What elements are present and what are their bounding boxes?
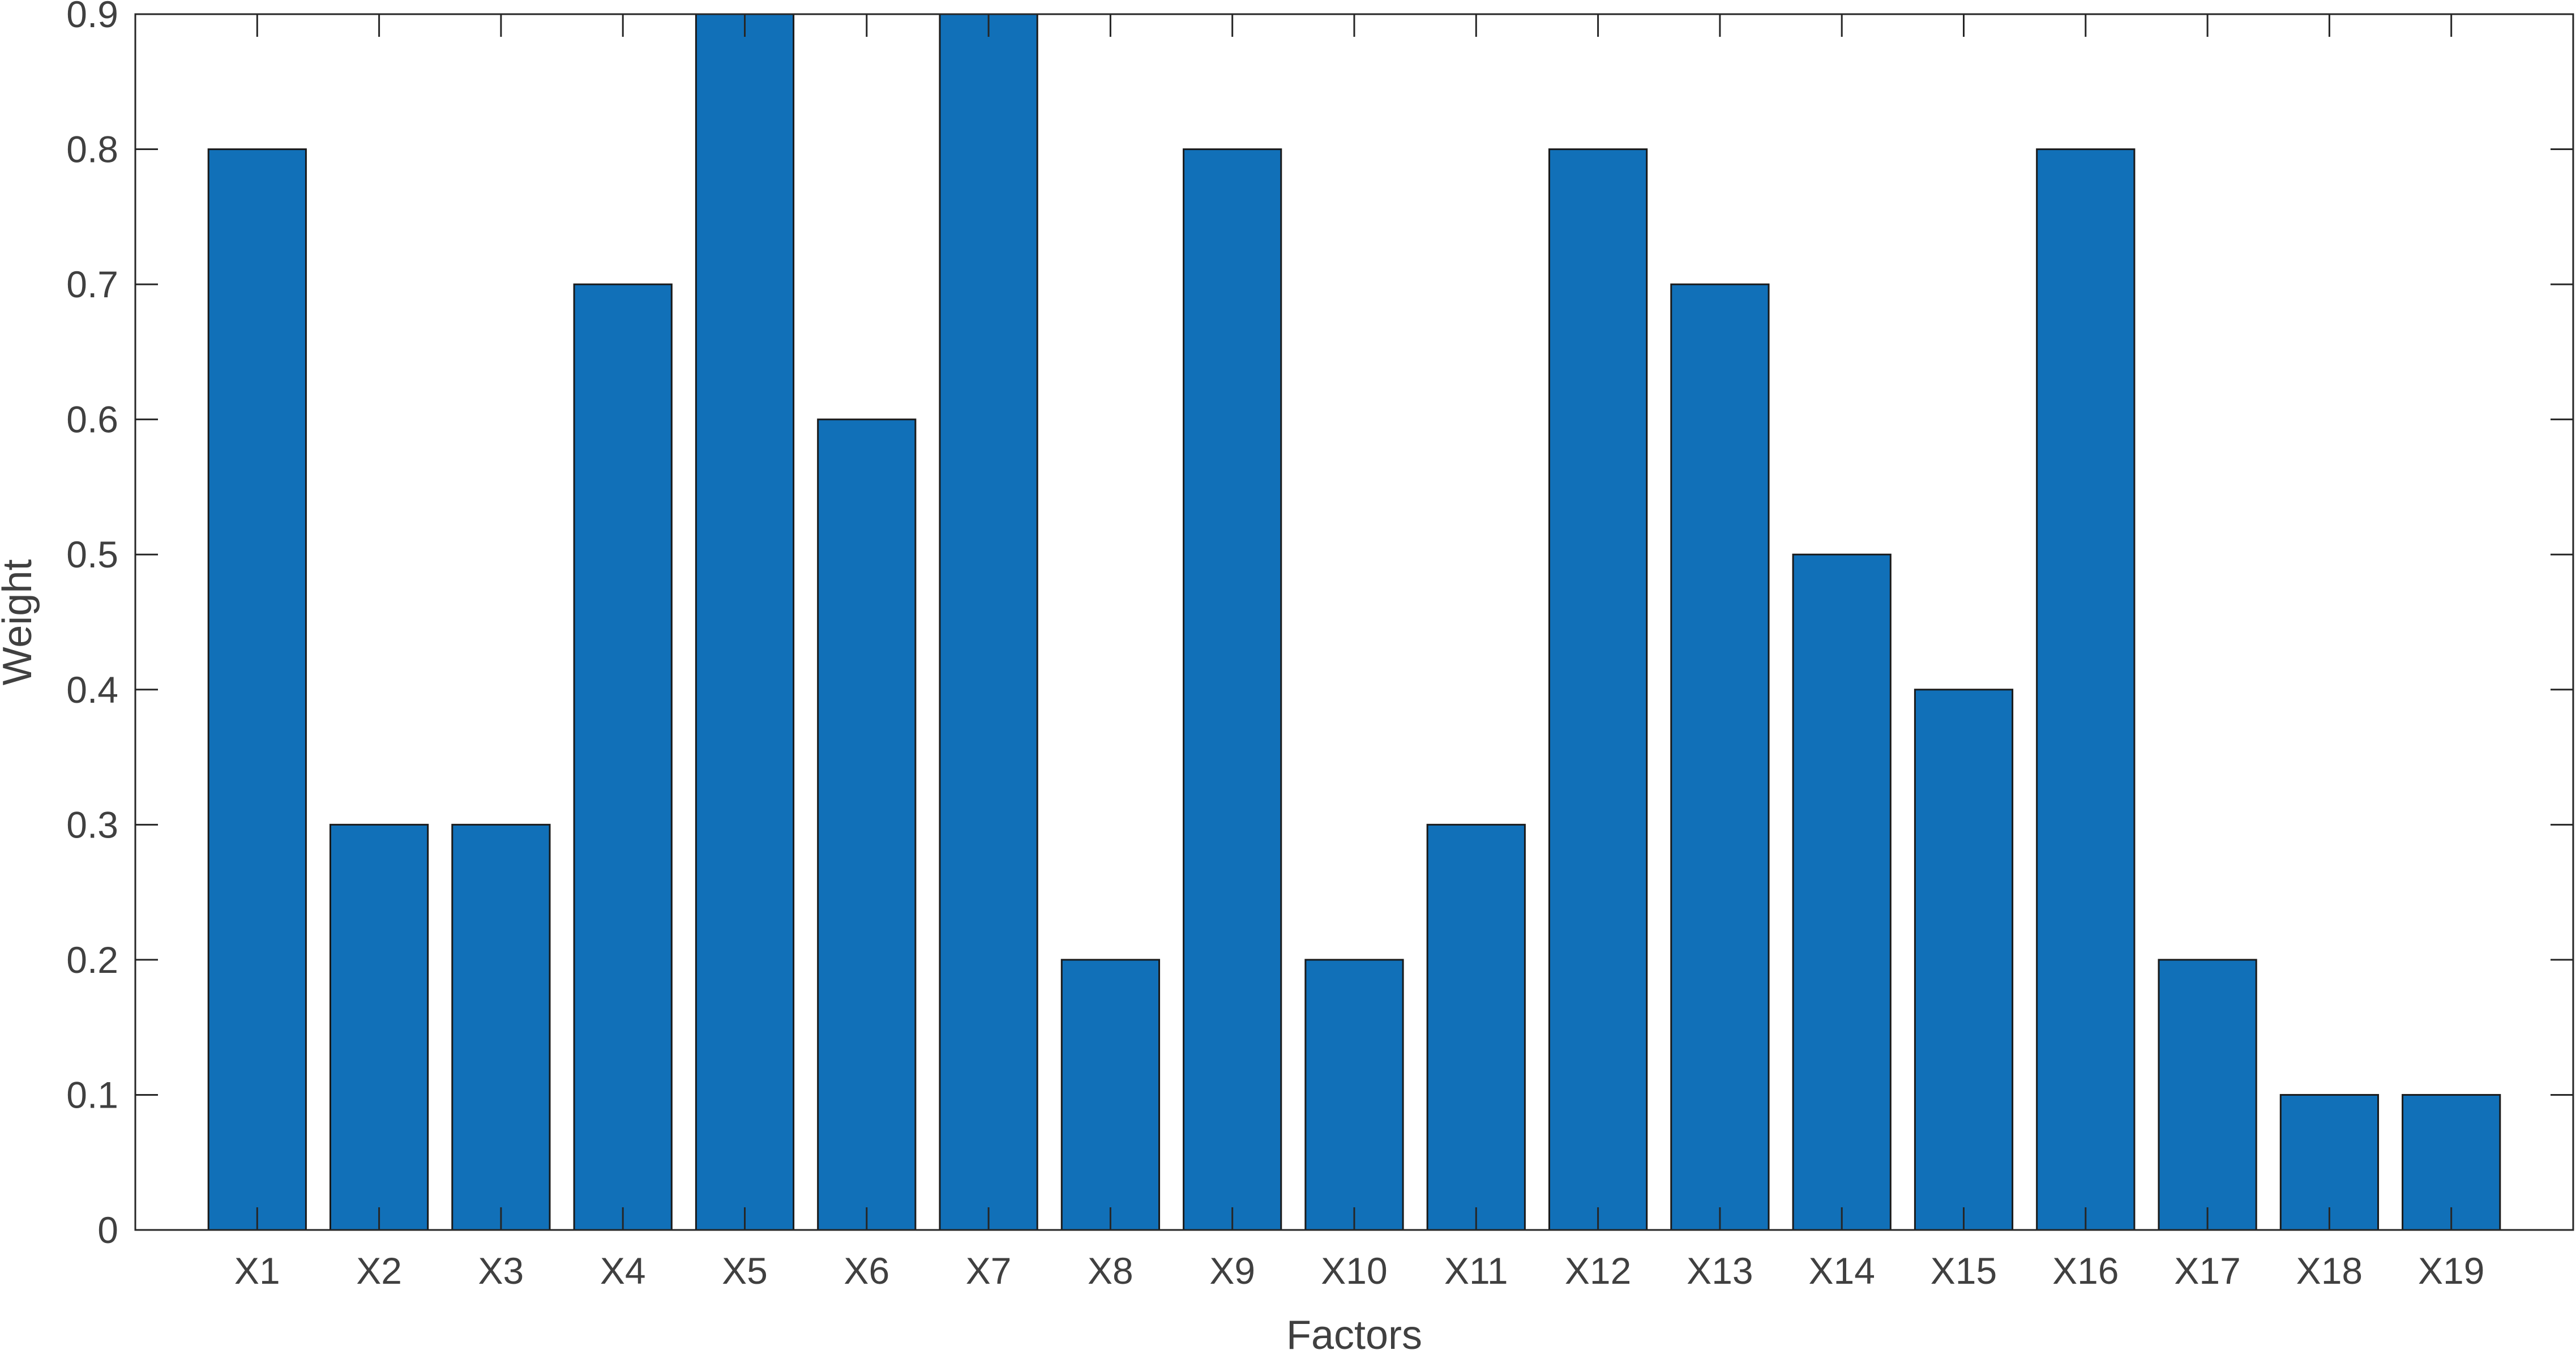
y-axis-label: Weight — [0, 559, 40, 686]
bar-x6 — [817, 418, 917, 1231]
x-tick-label: X3 — [478, 1250, 524, 1292]
x-tick-label: X5 — [722, 1250, 768, 1292]
bar-x15 — [1914, 689, 2014, 1231]
x-tick-label: X19 — [2418, 1250, 2484, 1292]
bar-x3 — [451, 823, 551, 1231]
ticks-group: X1 X2 X3 X4 X5 X6 X7 X8 X9 X10 X11 X12 X13 X14 X15 X16 X… — [66, 0, 2573, 1292]
bars-group — [207, 13, 2501, 1231]
x-tick-label: X8 — [1088, 1250, 1133, 1292]
y-tick-label: 0.7 — [66, 263, 118, 305]
x-tick-label: X10 — [1321, 1250, 1387, 1292]
bar-x10 — [1304, 959, 1404, 1231]
x-tick-label: X4 — [600, 1250, 646, 1292]
x-axis-label: Factors — [1286, 1313, 1422, 1350]
y-tick-label: 0.8 — [66, 129, 118, 170]
x-tick-label: X17 — [2174, 1250, 2240, 1292]
x-tick-label: X14 — [1808, 1250, 1875, 1292]
bar-x2 — [329, 823, 429, 1231]
bar-x12 — [1548, 148, 1648, 1231]
y-tick-label: 0.4 — [66, 669, 118, 711]
bar-x9 — [1183, 148, 1282, 1231]
y-tick-label: 0.1 — [66, 1074, 118, 1116]
x-tick-label: X18 — [2296, 1250, 2363, 1292]
y-tick-label: 0 — [97, 1209, 118, 1251]
x-tick-label: X9 — [1209, 1250, 1255, 1292]
bar-x11 — [1426, 823, 1526, 1231]
x-tick-label: X11 — [1444, 1250, 1508, 1292]
bar-x1 — [207, 148, 307, 1231]
x-tick-label: X6 — [844, 1250, 889, 1292]
x-tick-label: X7 — [966, 1250, 1012, 1292]
x-tick-label: X12 — [1565, 1250, 1631, 1292]
y-tick-label: 0.5 — [66, 533, 118, 575]
y-tick-label: 0.2 — [66, 939, 118, 981]
y-tick-label: 0.9 — [66, 0, 118, 35]
x-tick-label: X13 — [1687, 1250, 1753, 1292]
x-tick-label: X2 — [356, 1250, 402, 1292]
bar-x8 — [1060, 959, 1161, 1231]
bar-x14 — [1792, 553, 1892, 1231]
y-tick-label: 0.6 — [66, 399, 118, 441]
bar-x5 — [695, 13, 795, 1231]
y-tick-label: 0.3 — [66, 804, 118, 845]
x-tick-label: X1 — [234, 1250, 280, 1292]
x-tick-label: X15 — [1931, 1250, 1997, 1292]
bar-x13 — [1670, 283, 1770, 1231]
x-tick-label: X16 — [2052, 1250, 2119, 1292]
bar-x17 — [2158, 959, 2257, 1231]
bar-x4 — [573, 283, 673, 1231]
bar-x7 — [939, 13, 1038, 1231]
bar-x16 — [2036, 148, 2136, 1231]
